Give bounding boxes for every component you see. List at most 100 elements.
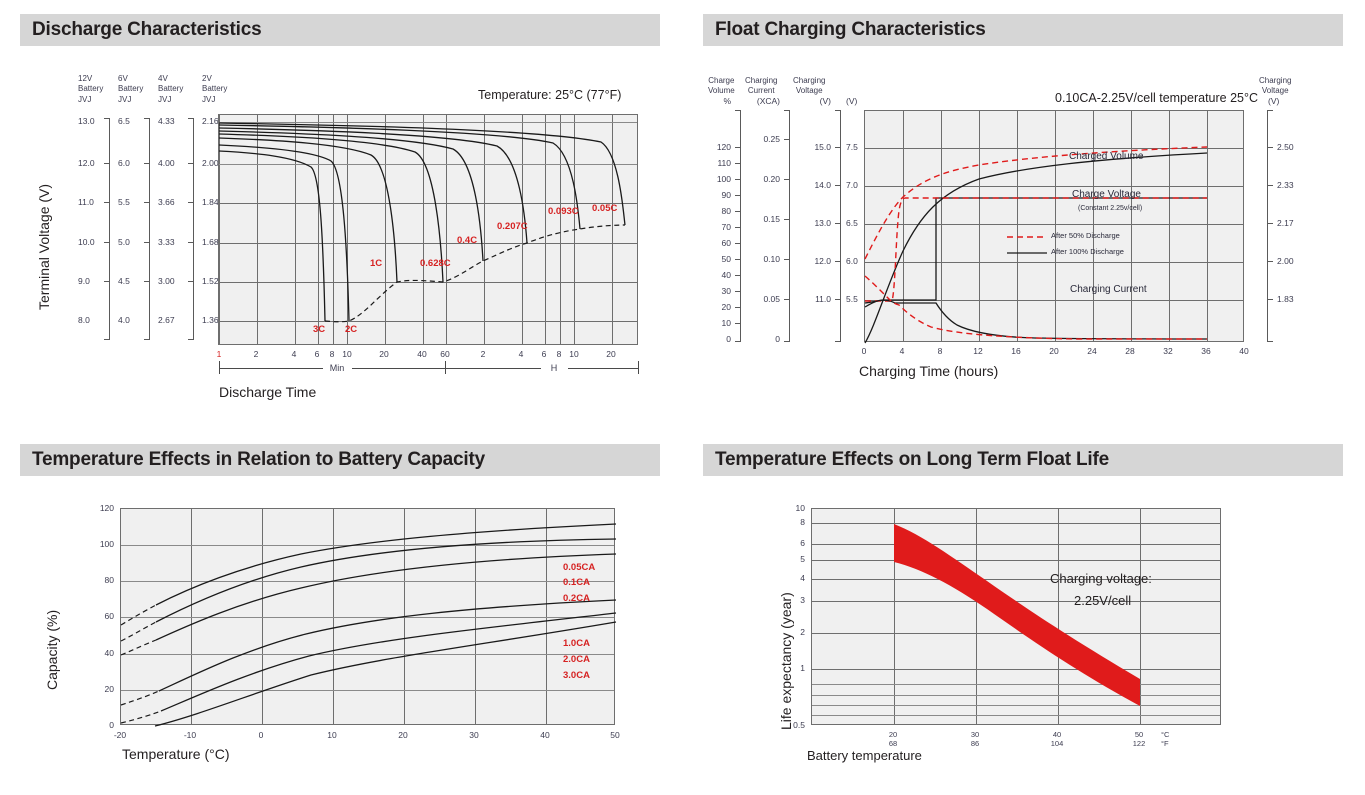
discharge-xtick-3: 6 bbox=[314, 349, 320, 359]
capacity-label-01ca: 0.1CA bbox=[563, 577, 590, 588]
discharge-xtick-6: 20 bbox=[379, 349, 389, 359]
floatlife-unit-c: °C bbox=[1161, 730, 1170, 739]
discharge-label-1c: 1C bbox=[370, 258, 383, 269]
float-xtick-5: 20 bbox=[1049, 346, 1059, 356]
float-inner-t3: 6.0 bbox=[846, 256, 858, 266]
floatlife-y-axis-title: Life expectancy (year) bbox=[778, 592, 794, 730]
floatlife-xtick-c-3: 50 bbox=[1134, 730, 1144, 739]
rcv-t2: 2.17 bbox=[1277, 218, 1294, 228]
cv-t3: 90 bbox=[721, 190, 731, 200]
discharge-xtick-1: 2 bbox=[253, 349, 259, 359]
tick-12v-0: 13.0 bbox=[78, 116, 95, 126]
cv-head-1: Charge bbox=[708, 76, 735, 85]
tick-4v-4: 3.00 bbox=[158, 276, 175, 286]
floatlife-x-axis-title: Battery temperature bbox=[807, 748, 922, 763]
cc-head-2: Current bbox=[747, 86, 775, 96]
scale-head-4v-3: JVJ bbox=[158, 94, 172, 104]
section-header-float: Float Charging Characteristics bbox=[703, 14, 1343, 46]
cv-t4: 80 bbox=[721, 206, 731, 216]
capacity-xtick-3: 10 bbox=[327, 730, 337, 740]
rcv-t0: 2.50 bbox=[1277, 142, 1294, 152]
discharge-xtick-14: 20 bbox=[606, 349, 616, 359]
float-condition-note: 0.10CA-2.25V/cell temperature 25°C bbox=[1055, 91, 1259, 105]
cgv-head-1: Charging bbox=[793, 76, 826, 85]
cgv-t1: 14.0 bbox=[814, 180, 831, 190]
capacity-label-30ca: 3.0CA bbox=[563, 670, 590, 681]
rcv-t1: 2.33 bbox=[1277, 180, 1294, 190]
label-charged-volume: Charged Volume bbox=[1069, 151, 1144, 162]
floatlife-xtick-f-0: 68 bbox=[888, 739, 898, 749]
scale-head-2v-3: JVJ bbox=[202, 94, 216, 104]
scale-head-6v-2: Battery bbox=[118, 84, 144, 94]
discharge-label-0093c: 0.093C bbox=[548, 206, 579, 217]
scale-head-6v-3: JVJ bbox=[118, 94, 132, 104]
capacity-label-02ca: 0.2CA bbox=[563, 593, 590, 604]
tick-4v-3: 3.33 bbox=[158, 237, 175, 247]
discharge-xtick-9: 2 bbox=[480, 349, 486, 359]
tick-2v-3: 1.68 bbox=[202, 237, 219, 247]
float-inner-unit: (V) bbox=[846, 96, 858, 106]
capacity-label-20ca: 2.0CA bbox=[563, 654, 590, 665]
floatlife-xtick-c-2: 40 bbox=[1052, 730, 1062, 739]
cv-t9: 30 bbox=[721, 286, 731, 296]
section-header-floatlife: Temperature Effects on Long Term Float L… bbox=[703, 444, 1343, 476]
cv-t0: 120 bbox=[716, 142, 731, 152]
floatlife-ytick-2: 6 bbox=[800, 538, 805, 548]
tick-6v-5: 4.0 bbox=[118, 315, 130, 325]
cgv-t2: 13.0 bbox=[814, 218, 831, 228]
scale-head-6v-1: 6V bbox=[118, 74, 128, 83]
discharge-label-2c: 2C bbox=[345, 324, 358, 335]
tick-6v-2: 5.5 bbox=[118, 197, 130, 207]
panel-float-charging-characteristics: Float Charging Characteristics 0.10CA-2.… bbox=[683, 0, 1365, 430]
scale-head-2v-1: 2V bbox=[202, 74, 212, 83]
scale-head-4v-2: Battery bbox=[158, 84, 184, 94]
tick-12v-2: 11.0 bbox=[78, 197, 94, 207]
cv-t6: 60 bbox=[721, 238, 731, 248]
discharge-label-0628c: 0.628C bbox=[420, 258, 451, 269]
capacity-x-axis-title: Temperature (°C) bbox=[122, 746, 230, 762]
discharge-curves bbox=[218, 122, 626, 323]
scale-head-2v-2: Battery bbox=[202, 84, 228, 94]
floatlife-ytick-6: 2 bbox=[800, 627, 805, 637]
float-curves bbox=[864, 146, 1208, 344]
float-legend-item-100: After 100% Discharge bbox=[1051, 247, 1124, 256]
floatlife-ytick-8: 0.5 bbox=[793, 720, 805, 730]
cv-t2: 100 bbox=[716, 174, 731, 184]
tick-4v-2: 3.66 bbox=[158, 197, 175, 207]
cgv-t3: 12.0 bbox=[814, 256, 831, 266]
scale-head-12v-1: 12V bbox=[78, 74, 93, 83]
discharge-xtick-12: 8 bbox=[556, 349, 562, 359]
label-charging-current: Charging Current bbox=[1070, 284, 1147, 295]
section-header-discharge: Discharge Characteristics bbox=[20, 14, 660, 46]
floatlife-plot-area: Charging voltage: 2.25V/cell bbox=[811, 508, 1221, 725]
section-title: Discharge Characteristics bbox=[32, 19, 262, 40]
discharge-label-0207c: 0.207C bbox=[497, 221, 528, 232]
rcv-unit: (V) bbox=[1268, 96, 1280, 106]
capacity-xtick-7: 50 bbox=[610, 730, 620, 740]
floatlife-unit-f: °F bbox=[1161, 739, 1169, 749]
capacity-xtick-1: -10 bbox=[183, 730, 197, 740]
capacity-xtick-6: 40 bbox=[540, 730, 550, 740]
tick-4v-0: 4.33 bbox=[158, 116, 175, 126]
capacity-plot-area bbox=[120, 508, 617, 727]
float-inner-t4: 5.5 bbox=[846, 294, 858, 304]
floatlife-xtick-c-0: 20 bbox=[888, 730, 898, 739]
floatlife-annotation-line1: Charging voltage: bbox=[1050, 571, 1152, 586]
cc-t5: 0 bbox=[775, 334, 780, 344]
cgv-unit: (V) bbox=[819, 96, 831, 106]
tick-2v-5: 1.36 bbox=[202, 315, 219, 325]
discharge-label-005c: 0.05C bbox=[592, 203, 618, 214]
tick-6v-3: 5.0 bbox=[118, 237, 130, 247]
float-xtick-8: 32 bbox=[1163, 346, 1173, 356]
cgv-head-2: Voltage bbox=[795, 86, 823, 96]
capacity-ytick-4: 40 bbox=[104, 648, 114, 658]
discharge-xtick-10: 4 bbox=[518, 349, 524, 359]
discharge-x-axis-title: Discharge Time bbox=[219, 384, 317, 400]
tick-6v-0: 6.5 bbox=[118, 116, 130, 126]
cc-t1: 0.20 bbox=[763, 174, 780, 184]
discharge-xtick-4: 8 bbox=[329, 349, 335, 359]
discharge-xtick-11: 6 bbox=[541, 349, 547, 359]
discharge-xtick-13: 10 bbox=[569, 349, 579, 359]
capacity-xtick-0: -20 bbox=[113, 730, 127, 740]
tick-12v-4: 9.0 bbox=[78, 276, 90, 286]
